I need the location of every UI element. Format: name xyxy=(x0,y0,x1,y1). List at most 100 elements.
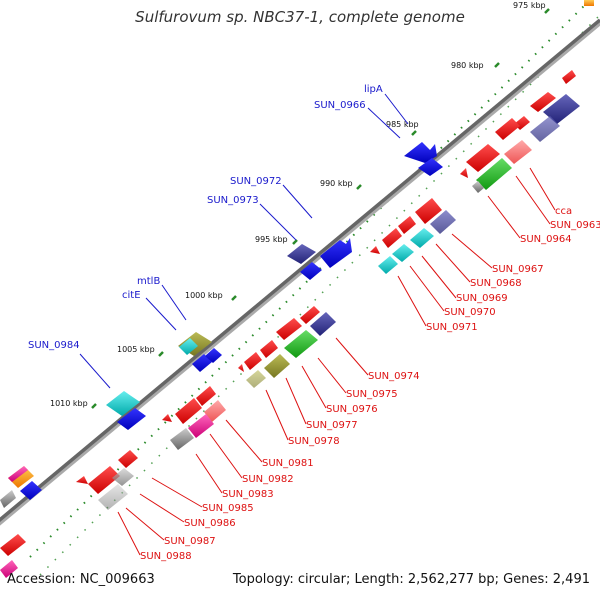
gene-feature[interactable] xyxy=(418,158,443,176)
gene-feature[interactable] xyxy=(530,116,560,142)
forward-strand-genes xyxy=(0,0,594,508)
gene-feature[interactable] xyxy=(284,330,318,358)
gene-label[interactable]: SUN_0988 xyxy=(140,551,192,562)
gene-feature[interactable] xyxy=(504,140,532,164)
ruler-label: 1005 kbp xyxy=(117,345,155,354)
gene-feature[interactable] xyxy=(392,244,414,262)
gene-feature[interactable] xyxy=(530,92,556,112)
gene-label[interactable]: SUN_0984 xyxy=(28,340,80,351)
gene-feature[interactable] xyxy=(382,228,402,248)
gene-feature[interactable] xyxy=(88,466,120,494)
gene-feature[interactable] xyxy=(192,354,212,372)
gene-feature[interactable] xyxy=(476,158,512,190)
ruler-ticks xyxy=(91,8,550,409)
gene-feature[interactable] xyxy=(466,144,500,172)
gene-label[interactable]: lipA xyxy=(364,84,383,95)
genome-summary-text: Topology: circular; Length: 2,562,277 bp… xyxy=(232,572,590,587)
gene-feature[interactable] xyxy=(460,168,468,178)
gene-label[interactable]: SUN_0982 xyxy=(242,474,294,485)
gene-label[interactable]: SUN_0983 xyxy=(222,489,274,500)
gene-feature[interactable] xyxy=(112,468,134,486)
gene-label[interactable]: SUN_0985 xyxy=(202,503,254,514)
gene-feature[interactable] xyxy=(196,386,216,406)
outer-gene-labels: lipA SUN_0966 SUN_0972 SUN_0973 mtlB cit… xyxy=(28,84,383,351)
gene-feature[interactable] xyxy=(370,246,380,254)
outer-leader-lines xyxy=(79,93,409,389)
gene-label[interactable]: SUN_0986 xyxy=(184,518,236,529)
gene-label[interactable]: SUN_0972 xyxy=(230,176,282,187)
gene-label[interactable]: SUN_0967 xyxy=(492,264,544,275)
gene-feature[interactable] xyxy=(264,354,290,378)
gene-label[interactable]: SUN_0976 xyxy=(326,404,378,415)
gene-label[interactable]: SUN_0964 xyxy=(520,234,572,245)
map-title: Sulfurovum sp. NBC37-1, complete genome xyxy=(135,8,465,26)
gene-feature[interactable] xyxy=(410,228,434,248)
gene-feature[interactable] xyxy=(8,466,28,482)
gene-feature[interactable] xyxy=(404,142,437,163)
gene-feature[interactable] xyxy=(0,490,16,508)
gene-feature[interactable] xyxy=(287,244,316,264)
genome-backbone-shadow xyxy=(0,19,600,526)
genome-backbone xyxy=(0,18,600,522)
gene-label[interactable]: mtlB xyxy=(137,276,160,287)
gene-feature[interactable] xyxy=(117,408,146,430)
gene-label[interactable]: SUN_0987 xyxy=(164,536,216,547)
gene-feature[interactable] xyxy=(175,398,202,424)
inner-leader-lines xyxy=(117,167,556,556)
gene-label[interactable]: SUN_0970 xyxy=(444,307,496,318)
gene-label[interactable]: SUN_0963 xyxy=(550,220,600,231)
gene-feature[interactable] xyxy=(98,484,128,510)
gene-label[interactable]: SUN_0968 xyxy=(470,278,522,289)
gene-feature[interactable] xyxy=(562,70,576,84)
gene-feature[interactable] xyxy=(246,370,266,388)
gene-feature[interactable] xyxy=(244,352,262,370)
gene-label[interactable]: SUN_0977 xyxy=(306,420,358,431)
ruler-label: 975 kbp xyxy=(513,1,546,10)
reverse-strand-genes xyxy=(0,70,580,578)
gene-feature[interactable] xyxy=(188,414,214,438)
gene-label[interactable]: cca xyxy=(555,206,572,217)
accession-text: Accession: NC_009663 xyxy=(7,572,155,587)
gene-feature[interactable] xyxy=(430,210,456,234)
gene-label[interactable]: SUN_0973 xyxy=(207,195,259,206)
ruler-label: 985 kbp xyxy=(386,120,419,129)
gene-feature[interactable] xyxy=(320,238,352,268)
gene-label[interactable]: SUN_0971 xyxy=(426,322,478,333)
gene-label[interactable]: SUN_0981 xyxy=(262,458,314,469)
gene-label[interactable]: SUN_0974 xyxy=(368,371,420,382)
gene-feature[interactable] xyxy=(398,216,416,234)
gene-label[interactable]: SUN_0978 xyxy=(288,436,340,447)
gene-feature[interactable] xyxy=(543,94,580,124)
gene-feature[interactable] xyxy=(179,338,198,355)
gene-label[interactable]: SUN_0975 xyxy=(346,389,398,400)
gene-feature[interactable] xyxy=(310,312,336,336)
gene-feature[interactable] xyxy=(238,364,244,372)
gene-feature[interactable] xyxy=(106,391,140,416)
gene-feature[interactable] xyxy=(276,318,302,340)
gene-feature[interactable] xyxy=(204,400,226,422)
gene-feature[interactable] xyxy=(584,0,594,6)
gene-feature[interactable] xyxy=(8,466,34,488)
gene-feature[interactable] xyxy=(300,262,322,280)
inner-gene-labels: cca SUN_0963 SUN_0964 SUN_0967 SUN_0968 … xyxy=(140,206,600,562)
gene-feature[interactable] xyxy=(472,181,484,193)
gene-feature[interactable] xyxy=(260,340,278,358)
gene-feature[interactable] xyxy=(0,534,26,556)
gene-feature[interactable] xyxy=(415,198,442,224)
gene-feature[interactable] xyxy=(378,256,398,274)
gene-feature[interactable] xyxy=(162,414,172,422)
gene-label[interactable]: SUN_0966 xyxy=(314,100,366,111)
gene-label[interactable]: SUN_0969 xyxy=(456,293,508,304)
gene-feature[interactable] xyxy=(76,476,88,484)
gene-label[interactable]: citE xyxy=(122,290,141,301)
ruler-label: 1000 kbp xyxy=(185,291,223,300)
gene-feature[interactable] xyxy=(205,348,222,363)
gene-feature[interactable] xyxy=(20,481,42,500)
gene-feature[interactable] xyxy=(0,560,18,578)
gene-feature[interactable] xyxy=(118,450,138,468)
gene-feature[interactable] xyxy=(495,118,520,140)
gene-feature[interactable] xyxy=(300,306,320,324)
gene-feature[interactable] xyxy=(170,428,194,450)
ruler-label: 980 kbp xyxy=(451,61,484,70)
